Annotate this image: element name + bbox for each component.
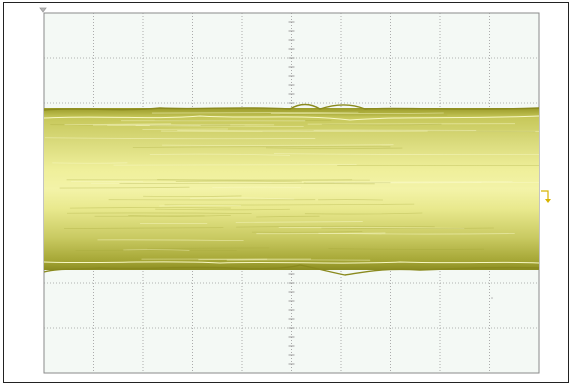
trace-streak — [64, 123, 172, 126]
trace-streak — [270, 112, 444, 114]
trace-top-edge — [43, 103, 540, 111]
trace-bottom-edge-2 — [43, 261, 540, 264]
trace-streak — [304, 212, 423, 215]
trace-streak — [162, 144, 394, 146]
trace-streak — [123, 249, 190, 251]
trace-streak — [279, 114, 448, 116]
trace-streak — [147, 247, 270, 250]
trace-streak — [155, 208, 290, 211]
trace-streak — [97, 239, 244, 242]
trace-streak — [66, 212, 252, 214]
trace-top-edge-2 — [43, 115, 540, 121]
trace-streak — [198, 258, 268, 261]
trace-streak — [265, 147, 403, 149]
trace-streak — [175, 180, 302, 183]
trace-streak — [128, 214, 231, 217]
trace-streak — [149, 124, 231, 127]
artifact-dot — [491, 297, 493, 299]
trace-streak — [177, 129, 477, 131]
signal-trace-band — [43, 103, 540, 276]
trace-streak — [132, 146, 391, 148]
trace-streak — [149, 153, 291, 156]
trace-streak — [273, 153, 540, 156]
trace-streak — [328, 248, 484, 250]
trace-streak — [236, 225, 435, 228]
trace-streak — [143, 195, 242, 197]
trace-streak — [321, 227, 494, 230]
trace-streak — [69, 207, 231, 209]
trace-streak — [113, 164, 357, 166]
trace-streaks — [44, 110, 540, 261]
trace-streak — [313, 130, 540, 132]
trace-streak — [190, 110, 365, 113]
trace-streak — [278, 227, 465, 229]
trace-streak — [190, 197, 295, 200]
trace-streak — [321, 123, 442, 126]
trace-streak — [44, 137, 316, 140]
trace-streak — [256, 215, 320, 218]
trace-streak — [135, 125, 304, 127]
trace-streak — [256, 232, 386, 235]
trace-band-fill — [44, 108, 539, 270]
trace-streak — [151, 111, 359, 114]
trace-bottom-edge — [43, 264, 540, 276]
trace-streak — [64, 227, 224, 229]
channel-ground-arrow-icon[interactable] — [541, 190, 551, 203]
trace-streak — [251, 230, 363, 233]
trace-streak — [235, 221, 363, 223]
trace-streak — [305, 181, 513, 183]
trace-streak — [59, 186, 190, 189]
trace-streak — [159, 204, 242, 207]
trace-streak — [157, 179, 353, 181]
trace-streak — [119, 182, 375, 185]
trace-streak — [164, 203, 415, 206]
triangle-down-icon[interactable] — [39, 7, 47, 13]
